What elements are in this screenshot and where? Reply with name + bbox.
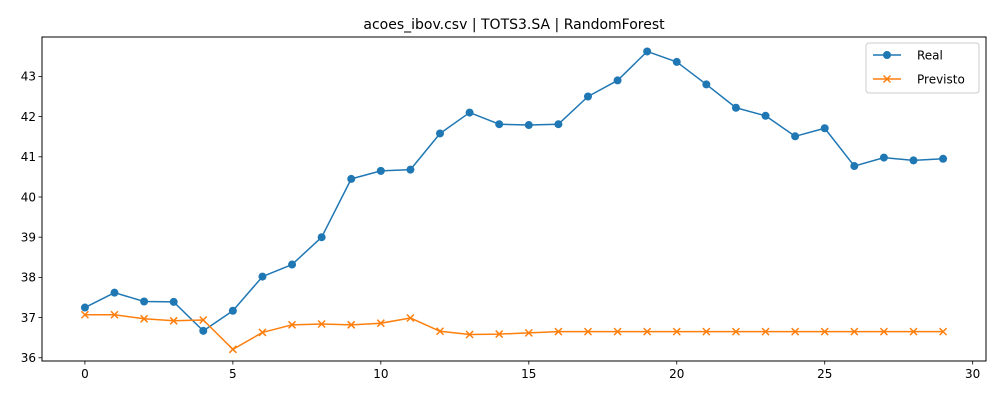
data-point-real [643, 47, 652, 56]
x-tick-label: 10 [373, 367, 388, 381]
y-tick-label: 39 [21, 230, 36, 244]
series-real [80, 47, 948, 335]
data-point-previsto [702, 327, 711, 336]
legend-previsto-marker [882, 74, 892, 84]
data-point-real [169, 297, 178, 306]
data-point-previsto [850, 327, 859, 336]
data-point-real [820, 124, 829, 133]
data-point-previsto [347, 320, 356, 329]
data-point-real [80, 303, 89, 312]
data-point-real [879, 153, 888, 162]
chart-title: acoes_ibov.csv | TOTS3.SA | RandomForest [363, 17, 665, 33]
data-point-real [524, 121, 533, 130]
data-point-real [347, 174, 356, 183]
data-point-previsto [199, 315, 208, 325]
data-point-previsto [406, 313, 415, 323]
data-point-previsto [169, 316, 178, 325]
data-point-real [613, 76, 622, 85]
y-tick-label: 42 [21, 110, 36, 124]
x-tick-label: 30 [965, 367, 980, 381]
data-point-previsto [288, 320, 297, 329]
data-point-previsto [317, 319, 326, 329]
plot-area [41, 36, 987, 362]
data-point-previsto [939, 327, 948, 336]
y-tick-label: 41 [21, 150, 36, 164]
legend-real-marker [883, 51, 891, 59]
data-point-real [258, 272, 267, 281]
data-point-real [228, 306, 237, 315]
data-point-real [583, 92, 592, 101]
x-tick-label: 5 [229, 367, 237, 381]
data-point-real [731, 103, 740, 112]
data-point-previsto [80, 310, 89, 319]
data-point-previsto [583, 327, 593, 336]
data-point-real [199, 326, 208, 335]
y-tick-label: 37 [21, 311, 36, 325]
data-point-real [317, 233, 326, 242]
data-point-previsto [672, 327, 681, 336]
y-tick-label: 38 [21, 271, 36, 285]
data-point-previsto [820, 327, 829, 336]
data-point-previsto [376, 319, 385, 328]
data-point-real [110, 288, 119, 297]
data-point-real [761, 111, 770, 120]
x-tick-label: 15 [521, 367, 536, 381]
data-point-real [436, 129, 445, 138]
data-point-previsto [731, 327, 740, 336]
data-point-previsto [613, 327, 622, 336]
y-tick-label: 43 [21, 70, 36, 84]
data-point-previsto [524, 328, 533, 337]
data-point-real [909, 156, 918, 165]
data-point-previsto [879, 327, 888, 336]
data-point-previsto [435, 327, 445, 336]
series-line-real [84, 50, 944, 332]
x-tick-label: 25 [817, 367, 832, 381]
legend: Real Previsto [865, 42, 980, 94]
data-point-previsto [761, 327, 770, 336]
series-layer [80, 47, 948, 354]
data-point-real [288, 260, 297, 269]
data-point-previsto [554, 327, 563, 336]
data-point-previsto [110, 310, 119, 319]
data-point-previsto [465, 330, 474, 339]
y-tick-label: 40 [21, 190, 36, 204]
series-previsto [80, 310, 948, 354]
data-point-real [702, 80, 711, 89]
data-point-previsto [228, 345, 237, 354]
data-point-real [495, 120, 504, 129]
data-point-real [465, 108, 474, 117]
data-point-real [939, 154, 948, 163]
data-point-previsto [140, 314, 149, 323]
data-point-previsto [791, 327, 800, 336]
data-point-real [406, 165, 415, 174]
legend-real-label: Real [917, 49, 943, 63]
x-tick-label: 0 [81, 367, 89, 381]
data-point-real [554, 120, 563, 129]
x-tick-label: 20 [669, 367, 684, 381]
data-point-previsto [258, 328, 267, 337]
series-line-previsto [84, 314, 944, 351]
data-point-real [672, 57, 681, 66]
legend-previsto-label: Previsto [917, 73, 965, 87]
data-point-real [140, 297, 149, 306]
data-point-previsto [643, 327, 652, 336]
data-point-real [850, 162, 859, 171]
data-point-real [791, 132, 800, 141]
y-axis: 36 37 38 39 40 41 42 43 [21, 70, 42, 365]
data-point-previsto [495, 330, 504, 339]
x-axis: 0 5 10 15 20 25 30 [81, 361, 980, 381]
y-tick-label: 36 [21, 351, 36, 365]
data-point-real [376, 166, 385, 175]
data-point-previsto [909, 327, 918, 336]
